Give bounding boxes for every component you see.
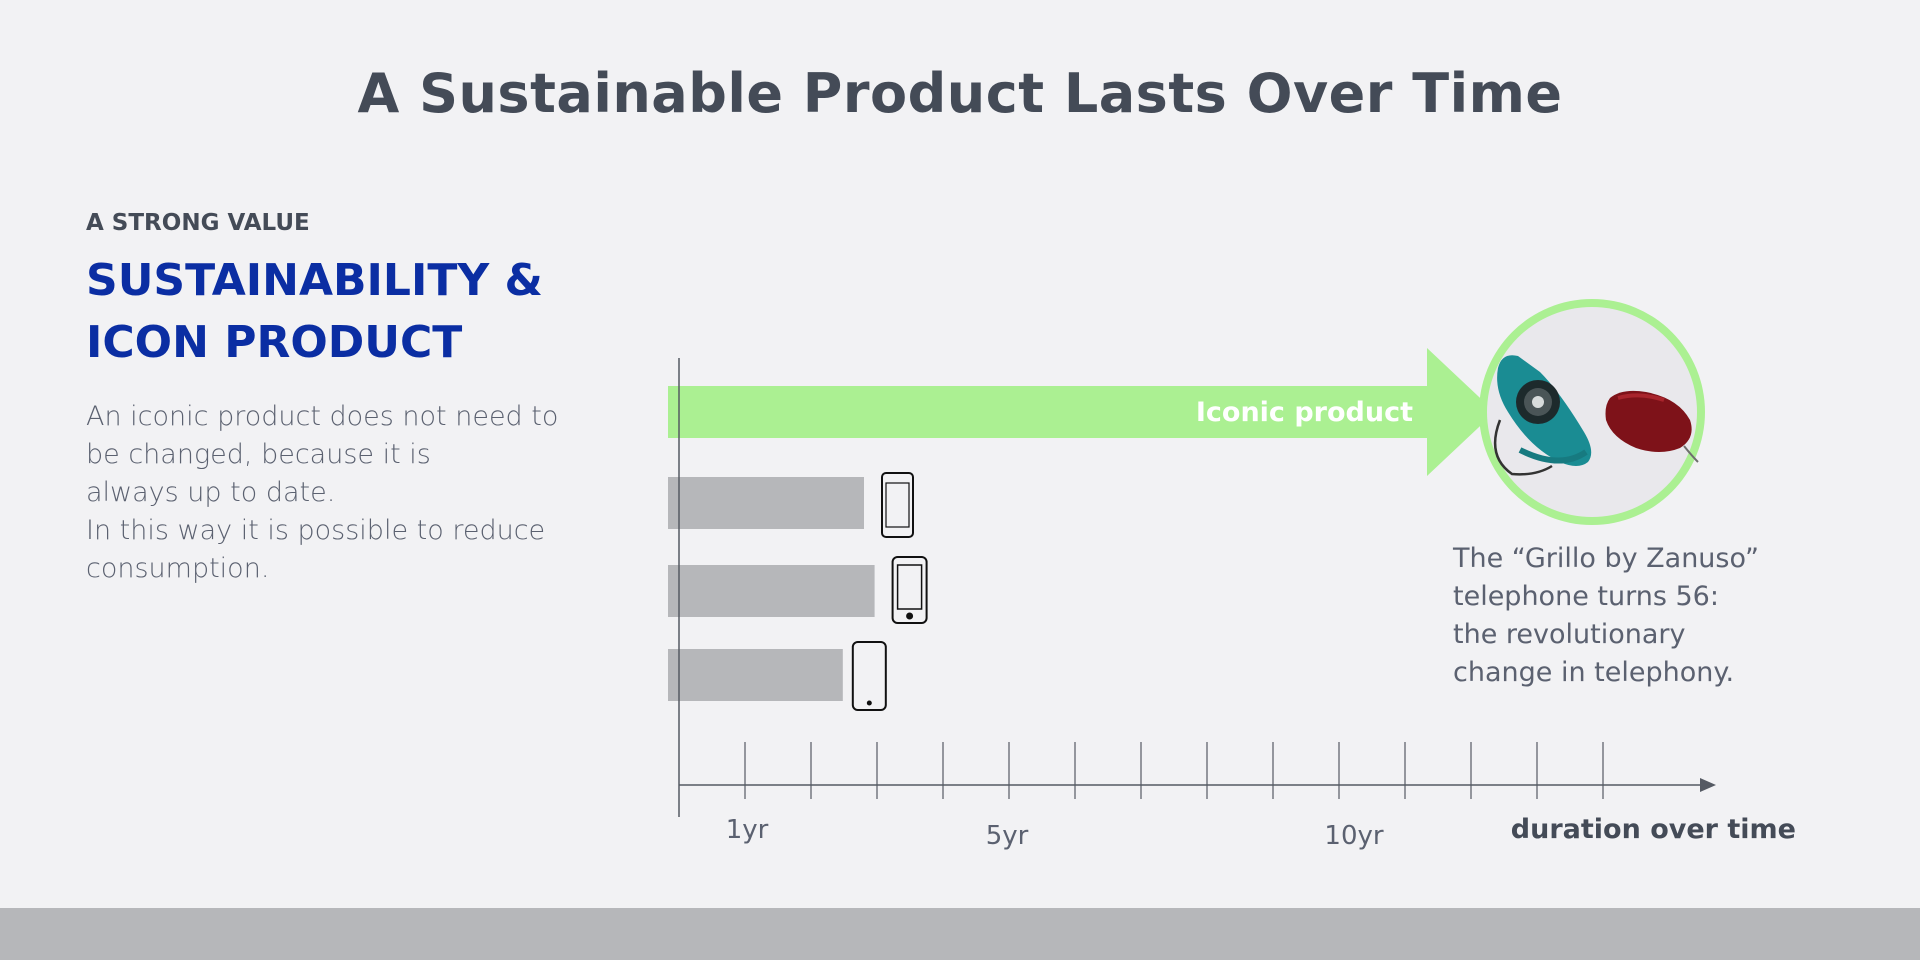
iconic-product-label: Iconic product [1196,397,1413,428]
smartphone-minimal-icon [851,641,887,711]
device-lifetime-bar [668,649,843,701]
intro-line: always up to date. [86,477,336,508]
device-lifetime-bar [668,565,875,617]
intro-line: An iconic product does not need to [86,401,559,432]
iconic-product-arrowhead [1427,348,1495,476]
phone-body [851,641,887,711]
intro-paragraph: An iconic product does not need to be ch… [86,398,646,588]
headline-line-1: SUSTAINABILITY & [86,255,543,306]
intro-line: consumption. [86,553,270,584]
caption-line: the revolutionary [1453,619,1686,650]
phone-button [906,612,914,620]
smartphone-icon [881,472,914,538]
red-telephone-icon [1605,390,1699,463]
caption-line: The “Grillo by Zanuso” [1453,543,1760,574]
caption-line: telephone turns 56: [1453,581,1719,612]
telephone-photo [1479,299,1705,525]
section-kicker: A STRONG VALUE [86,210,310,236]
footer-bar [0,908,1920,960]
intro-line: In this way it is possible to reduce [86,515,546,546]
page-title: A Sustainable Product Lasts Over Time [357,62,1563,125]
phone-screen [885,482,910,528]
intro-line: be changed, because it is [86,439,431,470]
phone-button [866,700,872,706]
smartphone-home-button-icon [891,556,928,624]
headline-line-2: ICON PRODUCT [86,317,463,368]
x-tick-label: 1yr [726,815,769,845]
product-caption: The “Grillo by Zanuso” telephone turns 5… [1453,540,1873,692]
phone-body [881,472,914,538]
phone-screen [896,564,923,610]
x-tick-label: 5yr [986,821,1029,851]
section-headline: SUSTAINABILITY & ICON PRODUCT [86,250,606,374]
iconic-product-bar [668,386,1437,438]
device-lifetime-bar [668,477,864,529]
phone-body [891,556,928,624]
x-tick-label: 10yr [1324,821,1383,851]
caption-line: change in telephony. [1453,657,1735,688]
x-axis-arrowhead [1700,778,1716,792]
x-axis-title: duration over time [1511,814,1796,845]
teal-telephone-icon [1493,355,1592,476]
